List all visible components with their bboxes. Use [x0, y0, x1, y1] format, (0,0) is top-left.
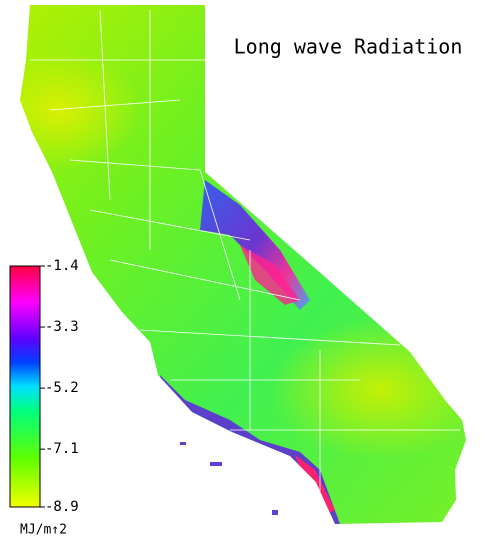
colorbar: -1.4 -3.3 -5.2 -7.1 -8.9 MJ/m↑2 [9, 258, 79, 538]
colorbar-unit: MJ/m↑2 [20, 523, 67, 538]
colorbar-tick-label: -8.9 [45, 499, 79, 515]
colorbar-tick-label: -7.1 [45, 441, 79, 457]
colorbar-fill [9, 265, 41, 508]
islands [180, 442, 278, 515]
map-title: Long wave Radiation [234, 35, 463, 59]
colorbar-tick-label: -1.4 [45, 258, 79, 274]
colorbar-tick-label: -5.2 [45, 380, 79, 396]
colorbar-tick-label: -3.3 [45, 319, 79, 335]
county-lines [30, 9, 460, 500]
